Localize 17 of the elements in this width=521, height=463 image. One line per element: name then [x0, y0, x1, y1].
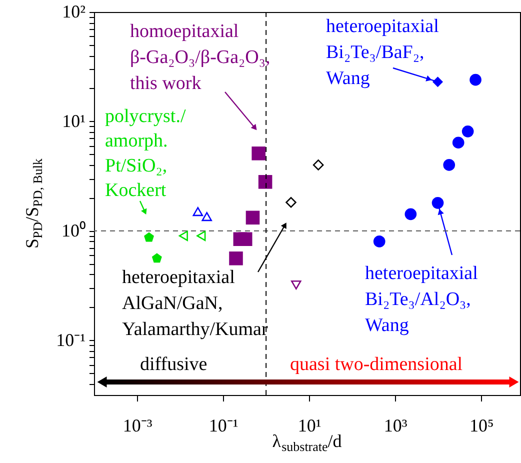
y-tick-label: 10⁻¹	[56, 330, 86, 350]
annotation: heteroepitaxial AlGaN/GaN, Yalamarthy/Kumar	[122, 267, 268, 340]
annotation: quasi two-dimensional	[290, 354, 463, 375]
x-tick-label: 10⁵	[470, 416, 494, 436]
x-tick-label: 10⁻³	[122, 416, 153, 436]
x-tick-label: 10⁻¹	[208, 416, 238, 436]
annotation: polycryst./ amorph. Pt/SiO₂, Kockert	[105, 106, 186, 202]
y-tick-label: 10⁰	[62, 220, 86, 240]
annotation: heteroepitaxial Bi₂Te₃/BaF₂, Wang	[326, 16, 439, 89]
x-tick-label: 10¹	[298, 416, 322, 436]
y-tick-label: 10¹	[62, 110, 86, 131]
x-tick-label: 10³	[384, 416, 408, 436]
annotation: diffusive	[140, 354, 208, 375]
y-tick-label: 10²	[62, 2, 86, 22]
y-axis-title: SPD/SPD, Bulk	[22, 158, 45, 249]
annotation: homoepitaxial β-Ga₂O₃/β-Ga₂O₃, this work	[130, 21, 270, 94]
annotation: heteroepitaxial Bi₂Te₃/Al₂O₃, Wang	[365, 263, 478, 336]
